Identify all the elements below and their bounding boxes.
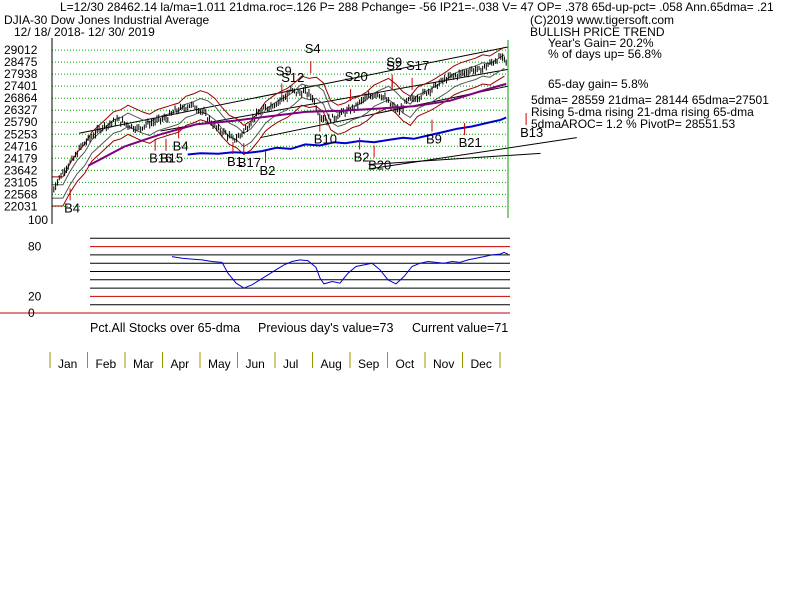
- breadth-line: [171, 251, 509, 289]
- signal-label: S12: [281, 70, 304, 85]
- month-label: Jul: [283, 357, 298, 371]
- copyright: (C)2019 www.tigersoft.com: [530, 13, 674, 27]
- header-stats-line: L=12/30 28462.14 la/ma=1.011 21dma.roc=.…: [60, 0, 774, 14]
- month-axis: Jan Feb Mar Apr May Jun Jul Aug Sep Oct Nov Dec: [49, 352, 501, 371]
- month-label: Oct: [396, 357, 415, 371]
- price-bars: [51, 52, 507, 194]
- signal-label: S2: [386, 58, 402, 73]
- month-label: Sep: [358, 357, 380, 371]
- years-gain: Year's Gain= 20.2%: [548, 36, 654, 50]
- days-up: % of days up= 56.8%: [548, 47, 662, 61]
- price-tick-label: 27938: [4, 67, 38, 81]
- signal-label: B2: [354, 150, 370, 165]
- trend-line: [368, 137, 577, 170]
- price-tick-label: 29012: [4, 43, 38, 57]
- breadth-tick-label: 0: [28, 306, 35, 320]
- month-label: Feb: [96, 357, 117, 371]
- chart-title: DJIA-30 Dow Jones Industrial Average: [4, 13, 210, 27]
- month-label: Jan: [58, 357, 77, 371]
- breadth-tick-label: 80: [28, 240, 42, 254]
- signal-label: B17: [238, 155, 261, 170]
- price-tick-label: 25253: [4, 127, 38, 141]
- signal-label: S20: [345, 69, 368, 84]
- price-tick-label: 25790: [4, 115, 38, 129]
- trend-line: [160, 68, 509, 132]
- trend-label: BULLISH PRICE TREND: [530, 25, 665, 39]
- signal-label: B16: [149, 151, 172, 166]
- price-tick-label: 22031: [4, 199, 38, 213]
- month-label: Mar: [133, 357, 154, 371]
- trend-line: [368, 152, 541, 166]
- moving-average-line: [87, 82, 507, 167]
- signal-label: S9: [276, 63, 292, 78]
- signal-label: B1: [227, 154, 243, 169]
- breadth-previous: Previous day's value=73: [258, 321, 394, 335]
- breadth-tick-label: 20: [28, 289, 42, 303]
- price-tick-label: 24179: [4, 151, 38, 165]
- price-band: [52, 75, 505, 207]
- price-y-ticks: 2901228475279382740126864263272579025253…: [4, 43, 38, 213]
- price-bands: [52, 46, 505, 207]
- signal-label: B10: [314, 132, 337, 147]
- signal-label: B21: [459, 135, 482, 150]
- price-tick-label: 23642: [4, 163, 38, 177]
- price-tick-label: 24716: [4, 139, 38, 153]
- price-tick-label: 23105: [4, 175, 38, 189]
- month-label: Apr: [171, 357, 190, 371]
- signal-label: B13: [520, 125, 543, 140]
- dma-values: 5dma= 28559 21dma= 28144 65dma=27501: [531, 93, 769, 107]
- price-tick-label: 28475: [4, 55, 38, 69]
- price-tick-label: 26864: [4, 91, 38, 105]
- price-tick-label: 26327: [4, 103, 38, 117]
- month-label: Nov: [433, 357, 454, 371]
- price-tick-label: 27401: [4, 79, 38, 93]
- trend-line: [79, 46, 509, 134]
- signal-label: B9: [426, 132, 442, 147]
- signal-label: S4: [305, 41, 321, 56]
- signal-label: B20: [368, 157, 391, 172]
- accumulation-line: [187, 116, 507, 156]
- month-label: May: [208, 357, 231, 371]
- signal-label: S17: [406, 58, 429, 73]
- month-label: Dec: [471, 357, 492, 371]
- aroc-pivot: 5dmaAROC= 1.2 % PivotP= 28551.53: [531, 117, 735, 131]
- breadth-title: Pct.All Stocks over 65-dma: [90, 321, 240, 335]
- signal-label: B15: [160, 151, 183, 166]
- trend-channel-lines: [79, 46, 577, 170]
- signal-label: S9: [386, 55, 402, 70]
- price-band: [52, 46, 505, 178]
- date-range: 12/ 18/ 2018- 12/ 30/ 2019: [14, 25, 155, 39]
- signal-label: B4: [64, 200, 80, 215]
- gain-65: 65-day gain= 5.8%: [548, 77, 649, 91]
- breadth-top-label: 100: [28, 213, 48, 227]
- month-label: Aug: [321, 357, 342, 371]
- breadth-panel: 100 80 20 0: [0, 213, 510, 320]
- price-tick-label: 22568: [4, 187, 38, 201]
- rising-dma: Rising 5-dma rising 21-dma rising 65-dma: [531, 105, 754, 119]
- breadth-current: Current value=71: [412, 321, 508, 335]
- signal-label: B2: [260, 163, 276, 178]
- signal-label: B4: [173, 138, 189, 153]
- month-label: Jun: [246, 357, 265, 371]
